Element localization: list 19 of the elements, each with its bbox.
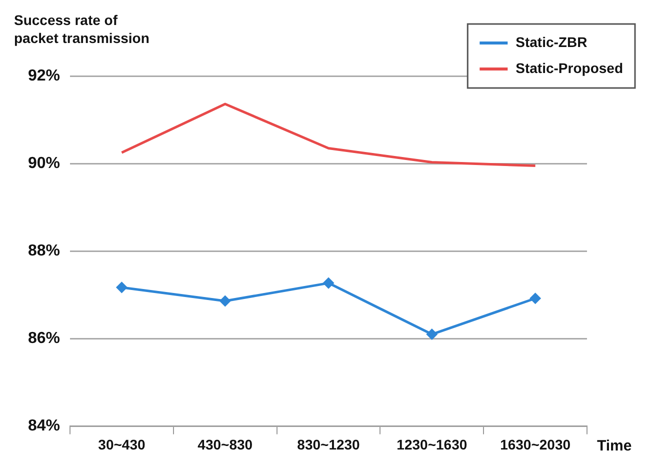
legend-label: Static-Proposed xyxy=(516,60,624,76)
x-tick-label: 430~830 xyxy=(198,436,253,452)
y-tick-label: 86% xyxy=(28,330,60,348)
point xyxy=(426,329,438,340)
x-tick-label: 1630~2030 xyxy=(500,436,571,452)
x-axis-title: Time xyxy=(597,437,632,454)
point xyxy=(116,282,127,293)
x-tick-label: 1230~1630 xyxy=(396,436,468,452)
y-axis-title: Success rate of packet transmission xyxy=(14,12,150,46)
y-tick-label: 88% xyxy=(28,242,60,260)
x-tick-label: 30~430 xyxy=(98,436,146,452)
point xyxy=(323,278,334,288)
y-tick-label: 92% xyxy=(28,67,60,84)
y-tick-label: 90% xyxy=(28,154,60,172)
point xyxy=(220,296,230,306)
point xyxy=(530,293,541,304)
legend-label: Static-ZBR xyxy=(516,34,588,50)
x-tick-label: 830~1230 xyxy=(297,436,360,452)
y-tick-label: 84% xyxy=(28,418,60,435)
